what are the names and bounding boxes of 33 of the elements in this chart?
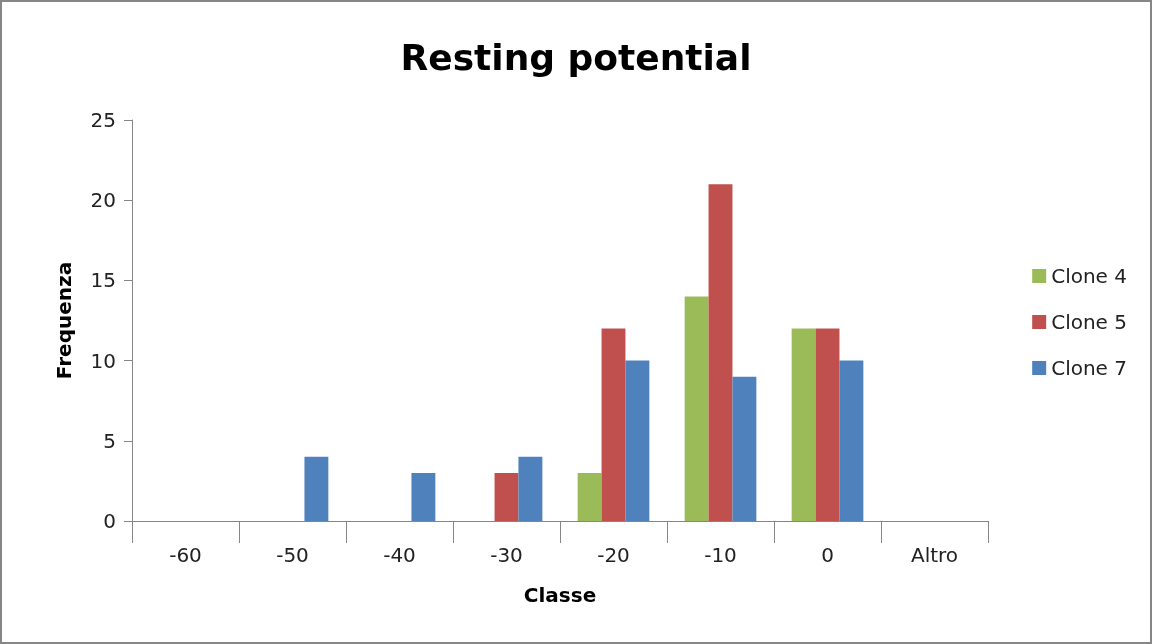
- bar: [839, 360, 864, 521]
- legend-label: Clone 4: [1051, 264, 1128, 288]
- x-tick-label: -60: [169, 543, 202, 567]
- x-tick-label: -30: [490, 543, 523, 567]
- bar: [304, 456, 329, 521]
- bar: [791, 328, 816, 521]
- x-tick-label: Altro: [910, 543, 959, 567]
- x-tick-label: -10: [704, 543, 737, 567]
- legend-label: Clone 7: [1051, 356, 1128, 380]
- bar: [601, 328, 626, 521]
- y-tick-label: 25: [90, 108, 116, 132]
- bar: [684, 296, 709, 521]
- y-tick-label: 15: [90, 268, 116, 293]
- bar: [732, 376, 757, 521]
- y-tick-label: 20: [90, 188, 116, 213]
- bar: [708, 184, 733, 521]
- chart-title: Resting potential: [400, 36, 752, 78]
- bar: [411, 472, 436, 521]
- bar: [625, 360, 650, 521]
- y-tick-label: 10: [90, 348, 116, 373]
- y-tick-label: 5: [103, 428, 116, 453]
- bar: [815, 328, 840, 521]
- x-tick-label: 0: [821, 543, 834, 567]
- y-tick-label: 0: [103, 509, 116, 533]
- bar: [518, 456, 543, 521]
- x-tick-label: -20: [597, 543, 630, 567]
- legend-label: Clone 5: [1051, 310, 1128, 334]
- bar: [494, 472, 519, 521]
- x-axis-title: Classe: [523, 583, 597, 607]
- y-axis-title: Frequenza: [52, 261, 76, 380]
- x-tick-label: -40: [383, 543, 416, 567]
- bar: [577, 472, 602, 521]
- x-tick-label: -50: [276, 543, 309, 567]
